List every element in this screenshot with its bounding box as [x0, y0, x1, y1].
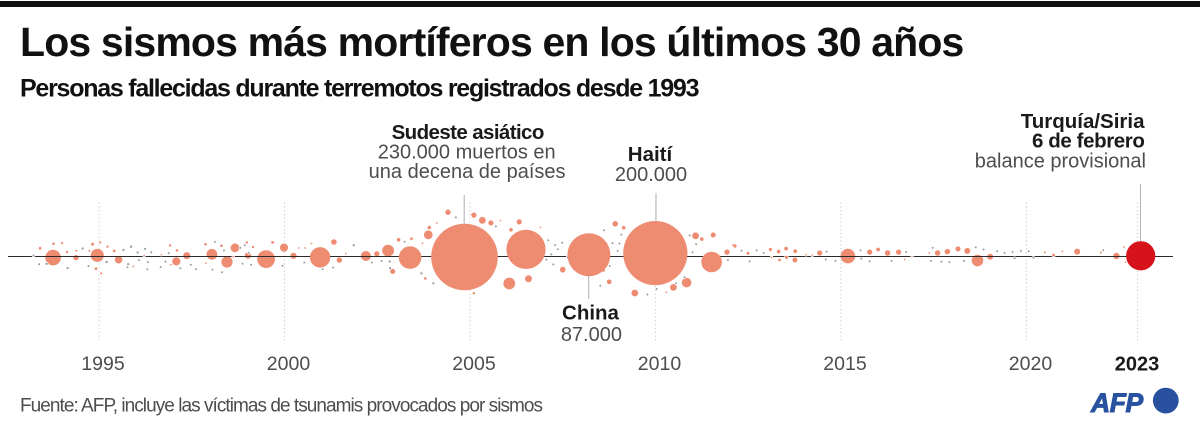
- svg-text:2020: 2020: [1009, 353, 1053, 375]
- svg-text:200.000: 200.000: [615, 164, 687, 186]
- svg-text:1995: 1995: [81, 353, 125, 375]
- svg-text:Personas fallecidas durante te: Personas fallecidas durante terremotos r…: [20, 74, 699, 102]
- svg-text:6 de febrero: 6 de febrero: [1032, 130, 1145, 153]
- svg-text:China: China: [562, 302, 620, 325]
- svg-text:una decena de países: una decena de países: [369, 161, 566, 183]
- svg-text:Fuente: AFP, incluye las vícti: Fuente: AFP, incluye las víctimas de tsu…: [20, 396, 543, 417]
- svg-text:AFP: AFP: [1090, 388, 1144, 418]
- svg-text:Turquía/Siria: Turquía/Siria: [1021, 110, 1145, 133]
- svg-text:2015: 2015: [823, 353, 867, 375]
- svg-text:2000: 2000: [267, 353, 311, 375]
- svg-text:87.000: 87.000: [561, 324, 622, 346]
- svg-text:2023: 2023: [1115, 354, 1160, 376]
- svg-text:230.000 muertos en: 230.000 muertos en: [378, 142, 556, 164]
- svg-text:2010: 2010: [638, 353, 682, 375]
- svg-text:Sudeste asiático: Sudeste asiático: [392, 121, 544, 144]
- svg-text:Haití: Haití: [628, 143, 674, 166]
- svg-text:Los sismos más mortíferos en l: Los sismos más mortíferos en los últimos…: [20, 19, 964, 65]
- svg-text:balance provisional: balance provisional: [975, 151, 1146, 173]
- svg-text:2005: 2005: [452, 353, 496, 375]
